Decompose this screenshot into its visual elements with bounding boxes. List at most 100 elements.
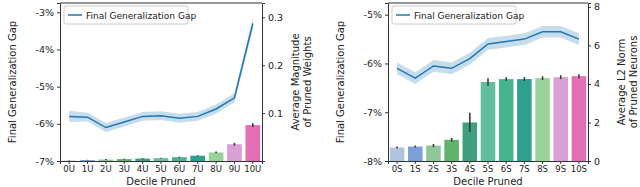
tick-label: 2 bbox=[594, 117, 600, 128]
tick: 1U bbox=[82, 161, 94, 174]
tick-label: 0 bbox=[594, 156, 600, 167]
axis: -7% -6% -5% -4% -3% bbox=[36, 4, 61, 167]
x-axis-title: Decile Pruned bbox=[453, 176, 522, 187]
tick-label: 1S bbox=[410, 164, 421, 174]
error-band bbox=[69, 18, 253, 132]
error-bar bbox=[234, 143, 236, 146]
error-bar bbox=[396, 147, 398, 149]
tick-mark bbox=[385, 15, 388, 16]
panel: -8%-7%-6%-5%024680S1S2S3S4S5S6S7S8S9S10S… bbox=[335, 1, 639, 187]
bar bbox=[390, 148, 405, 161]
tick: 4 bbox=[588, 78, 600, 89]
tick: 1S bbox=[410, 161, 421, 174]
error-bar bbox=[160, 157, 162, 160]
x-axis: 0S1S2S3S4S5S6S7S8S9S10S bbox=[389, 161, 589, 174]
bar bbox=[209, 152, 224, 161]
error-bar bbox=[505, 77, 507, 81]
tick-label: 9S bbox=[555, 164, 566, 174]
bar bbox=[117, 159, 132, 161]
bar bbox=[408, 147, 423, 161]
bar bbox=[444, 140, 459, 161]
tick-mark bbox=[57, 161, 60, 162]
error-bar bbox=[179, 156, 181, 159]
error-bar bbox=[123, 158, 125, 161]
tick-label: -6% bbox=[36, 118, 55, 129]
tick-label: 3U bbox=[118, 164, 130, 174]
tick-label: -7% bbox=[36, 156, 55, 167]
tick-label: -5% bbox=[364, 9, 383, 20]
bar bbox=[62, 160, 77, 161]
tick: -5% bbox=[364, 9, 389, 20]
tick-label: 4S bbox=[464, 164, 475, 174]
x-axis-title: Decile Pruned bbox=[126, 176, 195, 187]
legend-label: Final Generalization Gap bbox=[86, 11, 196, 21]
tick-label: 8S bbox=[537, 164, 548, 174]
tick-label: 0.3 bbox=[268, 12, 283, 23]
tick: 2 bbox=[588, 117, 600, 128]
tick-label: 10S bbox=[571, 164, 587, 174]
tick-label: 8U bbox=[210, 164, 222, 174]
tick: 0.3 bbox=[262, 12, 283, 23]
bar bbox=[535, 78, 550, 161]
tick: -5% bbox=[36, 81, 61, 92]
tick: 3U bbox=[118, 161, 130, 174]
bar bbox=[135, 159, 150, 161]
axis: 0.10.20.3 bbox=[262, 4, 283, 162]
tick-label: 3S bbox=[446, 164, 457, 174]
bar bbox=[172, 157, 187, 161]
tick: 10S bbox=[571, 161, 587, 174]
error-bar bbox=[68, 159, 70, 161]
tick-mark bbox=[57, 87, 60, 88]
tick-label: 8 bbox=[594, 1, 600, 12]
axis: -8%-7%-6%-5% bbox=[364, 4, 389, 167]
error-band bbox=[397, 26, 579, 84]
tick: 7S bbox=[519, 161, 530, 174]
tick-label: 5U bbox=[155, 164, 167, 174]
frame-top bbox=[60, 3, 262, 4]
tick-label: 2S bbox=[428, 164, 439, 174]
tick-label: 0U bbox=[63, 164, 75, 174]
title-line: Average Magnitude bbox=[290, 33, 301, 130]
title-line: Average L2 Norm bbox=[616, 39, 627, 126]
tick-label: -7% bbox=[364, 107, 383, 118]
bar bbox=[572, 76, 587, 161]
legend: Final Generalization Gap bbox=[64, 6, 196, 24]
tick-mark bbox=[57, 124, 60, 125]
tick-label: 6U bbox=[174, 164, 186, 174]
tick: 10U bbox=[244, 161, 261, 174]
tick-label: 1U bbox=[82, 164, 94, 174]
tick-mark bbox=[588, 7, 591, 8]
error-bar bbox=[87, 159, 89, 161]
tick-label: 0S bbox=[392, 164, 403, 174]
tick-label: -4% bbox=[36, 44, 55, 55]
tick: 9S bbox=[555, 161, 566, 174]
error-bar bbox=[252, 123, 254, 127]
error-bar bbox=[105, 158, 107, 161]
error-bar bbox=[451, 138, 453, 142]
axis-line bbox=[263, 4, 266, 162]
tick: -7% bbox=[36, 156, 61, 167]
tick-label: -3% bbox=[36, 7, 55, 18]
axis: 02468 bbox=[588, 1, 600, 166]
x-axis: 0U1U2U3U4U5U6U7U8U9U10U bbox=[61, 161, 263, 174]
tick: 7U bbox=[192, 161, 204, 174]
tick-label: 4U bbox=[137, 164, 149, 174]
tick: 4U bbox=[137, 161, 149, 174]
tick-label: 2U bbox=[100, 164, 112, 174]
y-axis-title: Final Generalization Gap bbox=[7, 21, 18, 143]
bar bbox=[227, 144, 242, 161]
tick: 8 bbox=[588, 1, 600, 12]
tick-label: 7U bbox=[192, 164, 204, 174]
tick: 4S bbox=[464, 161, 475, 174]
error-bar bbox=[433, 144, 435, 147]
bar bbox=[99, 160, 114, 161]
bar bbox=[517, 79, 532, 161]
tick: -7% bbox=[364, 107, 389, 118]
tick: 8S bbox=[537, 161, 548, 174]
error-bar bbox=[142, 157, 144, 160]
line bbox=[397, 32, 579, 78]
title-line: of Pruned Weights bbox=[302, 36, 313, 127]
frame-top bbox=[388, 3, 588, 4]
tick-label: -6% bbox=[364, 58, 383, 69]
tick: 0.1 bbox=[262, 108, 283, 119]
